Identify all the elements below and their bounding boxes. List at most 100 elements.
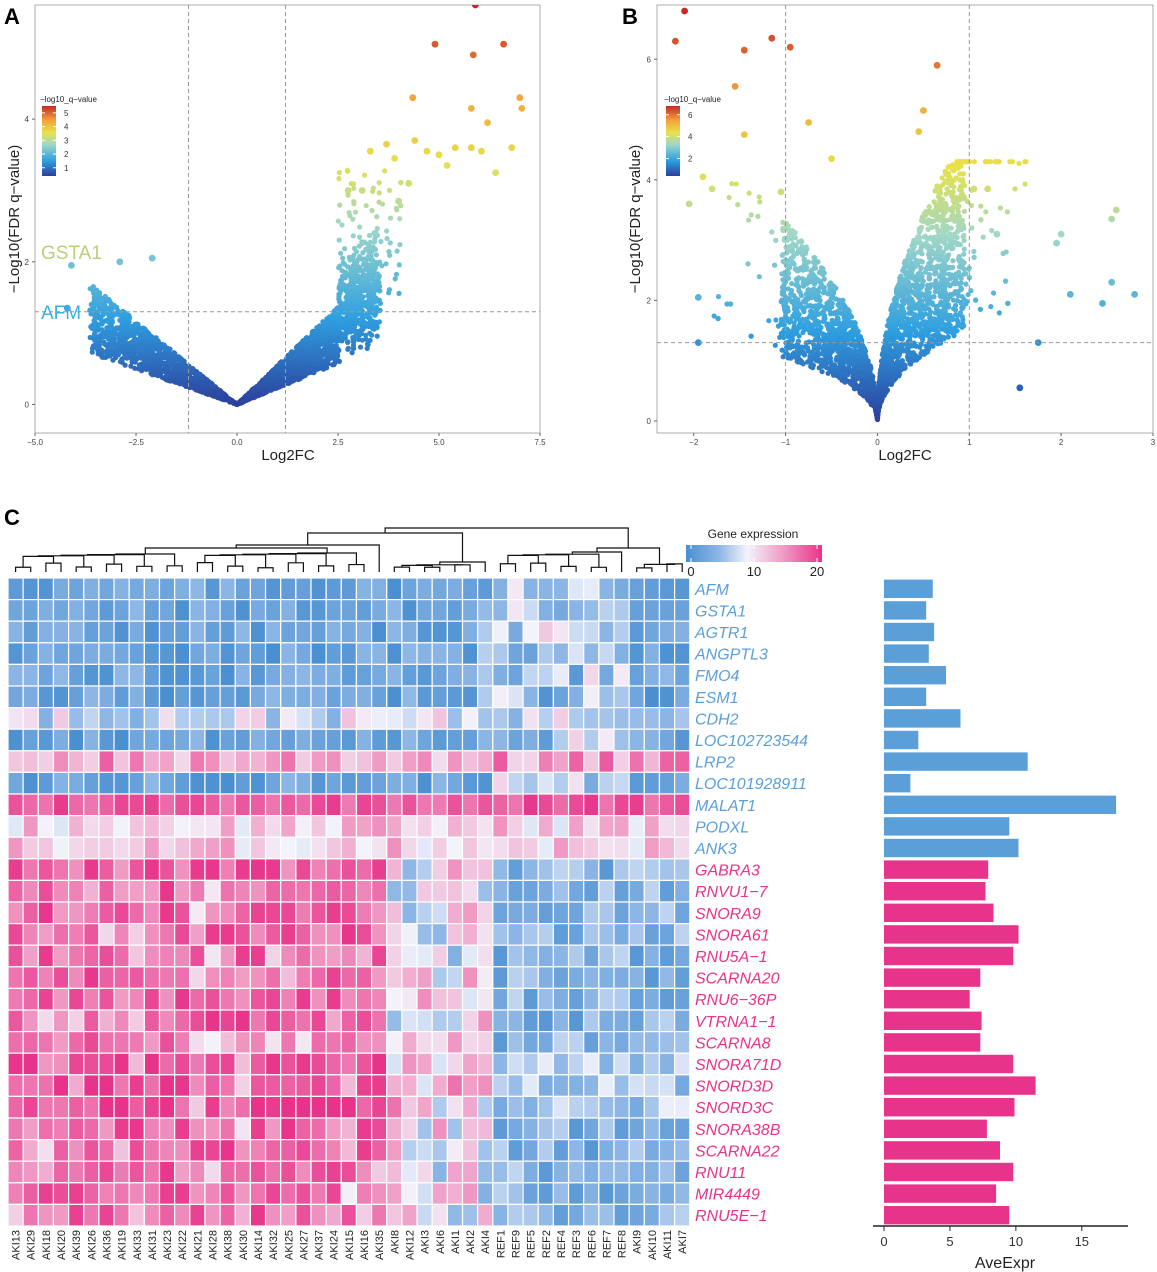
- volcano-point: [111, 338, 117, 344]
- volcano-point: [357, 317, 364, 323]
- volcano-point: [355, 304, 361, 311]
- volcano-point: [108, 342, 114, 348]
- volcano-point: [971, 248, 977, 255]
- volcano-point: [377, 300, 383, 306]
- volcano-point: [359, 239, 365, 245]
- volcano-point: [384, 228, 390, 234]
- volcano-point: [351, 265, 357, 271]
- volcano-point: [397, 242, 403, 248]
- volcano-point: [363, 246, 369, 252]
- volcano-point: [172, 379, 178, 385]
- volcano-point: [362, 172, 368, 178]
- volcano-point: [980, 234, 986, 240]
- volcano-point: [715, 294, 722, 300]
- volcano-point: [920, 334, 926, 340]
- volcano-point: [161, 368, 167, 374]
- volcano-point: [345, 345, 351, 351]
- volcano-point: [791, 320, 797, 326]
- volcano-point: [336, 358, 342, 364]
- volcano-point: [320, 362, 326, 368]
- volcano-point: [775, 323, 782, 329]
- volcano-point: [366, 232, 373, 239]
- volcano-point: [265, 383, 271, 389]
- volcano-point: [337, 303, 343, 309]
- volcano-point: [122, 362, 128, 368]
- volcano-point: [92, 315, 98, 321]
- volcano-point: [268, 376, 274, 382]
- volcano-point: [122, 331, 128, 337]
- volcano-point: [215, 395, 221, 401]
- volcano-point: [950, 297, 957, 303]
- volcano-point: [106, 296, 112, 303]
- volcano-point: [351, 185, 357, 191]
- volcano-point: [250, 386, 256, 392]
- volcano-point: [302, 356, 308, 362]
- volcano-point: [961, 208, 968, 214]
- volcano-point: [350, 233, 356, 239]
- volcano-point: [355, 264, 361, 270]
- volcano-point: [336, 176, 342, 182]
- volcano-point: [382, 168, 388, 174]
- volcano-point: [922, 269, 929, 275]
- volcano-point: [467, 105, 475, 112]
- volcano-point: [148, 254, 156, 262]
- volcano-point: [287, 357, 293, 363]
- volcano-point: [129, 359, 135, 365]
- volcano-point: [274, 365, 281, 371]
- y-tick-label: 4: [25, 115, 30, 124]
- volcano-point: [443, 162, 451, 169]
- volcano-point: [333, 322, 339, 328]
- volcano-point: [340, 255, 346, 261]
- volcano-point: [431, 40, 439, 48]
- volcano-point: [293, 344, 300, 351]
- volcano-point: [314, 342, 320, 348]
- volcano-point: [383, 140, 390, 148]
- volcano-point: [996, 310, 1002, 316]
- volcano-point: [971, 159, 977, 165]
- x-tick-label: −2.5: [128, 438, 144, 447]
- volcano-point: [500, 40, 507, 48]
- volcano-point: [188, 381, 194, 387]
- volcano-point: [110, 357, 116, 363]
- volcano-point: [245, 392, 251, 398]
- volcano-point: [229, 398, 235, 404]
- volcano-point: [284, 376, 290, 382]
- volcano-point: [320, 333, 326, 339]
- volcano-point: [220, 396, 226, 402]
- volcano-point: [89, 349, 95, 355]
- volcano-point: [353, 269, 359, 275]
- x-tick-label: 0.0: [231, 438, 243, 447]
- plot-b-frame: [656, 4, 1154, 434]
- volcano-point: [292, 349, 298, 355]
- legend-tick-label: 2: [64, 150, 69, 159]
- volcano-point: [369, 296, 375, 302]
- volcano-point: [956, 213, 963, 219]
- volcano-point: [366, 274, 372, 280]
- y-tick-label: 2: [25, 258, 30, 267]
- volcano-point: [757, 199, 763, 205]
- plot-a-points: [63, 5, 526, 407]
- volcano-point: [340, 324, 346, 330]
- volcano-point: [116, 334, 122, 341]
- volcano-point: [139, 361, 145, 367]
- volcano-point: [335, 218, 341, 224]
- volcano-point: [116, 258, 124, 266]
- volcano-point: [141, 341, 147, 347]
- volcano-point: [305, 348, 311, 354]
- volcano-point: [295, 358, 301, 364]
- volcano-point: [101, 330, 107, 336]
- volcano-point: [451, 144, 459, 152]
- volcano-point: [88, 324, 94, 330]
- volcano-point: [989, 227, 995, 234]
- volcano-point: [351, 337, 357, 343]
- volcano-point: [756, 274, 762, 280]
- volcano-point: [137, 352, 143, 358]
- volcano-point: [918, 313, 924, 319]
- volcano-point: [106, 330, 112, 336]
- volcano-point: [320, 319, 326, 325]
- volcano-point: [345, 339, 351, 345]
- volcano-point: [508, 144, 516, 152]
